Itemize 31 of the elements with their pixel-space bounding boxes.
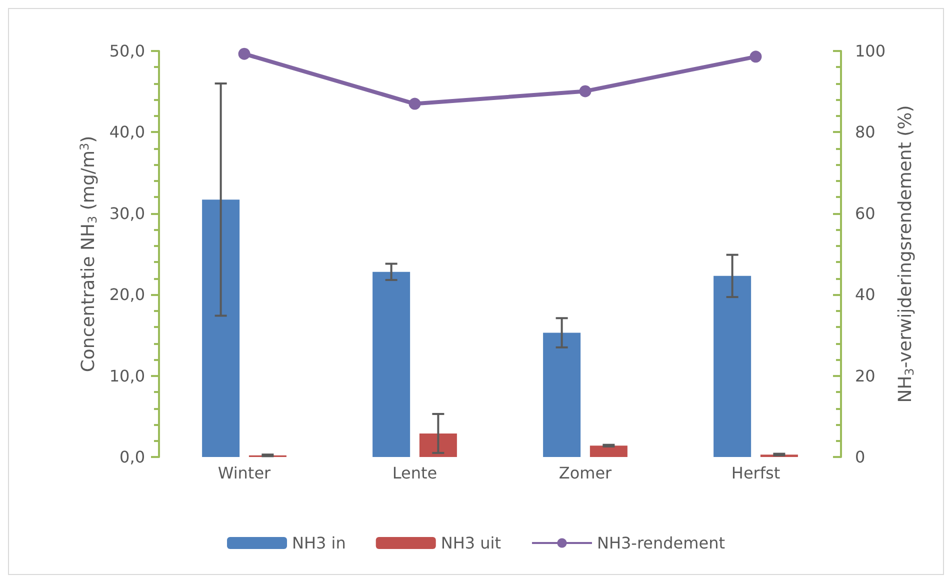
- x-tick-label: Herfst: [731, 464, 780, 482]
- x-tick-label: Winter: [218, 464, 272, 482]
- y-tick-label: 50,0: [109, 42, 145, 60]
- point: [408, 98, 421, 110]
- y-tick-label: 10,0: [109, 366, 145, 386]
- y2-axis-title: NH3-verwijderingsrendement (%): [894, 105, 916, 403]
- y-axis-title: Concentratie NH3 (mg/m3): [77, 136, 100, 372]
- y-tick-label: 20,0: [109, 285, 145, 304]
- bar: [419, 433, 457, 457]
- y2-tick-label: 60: [855, 204, 876, 223]
- x-tick-label: Zomer: [558, 464, 612, 482]
- point: [579, 85, 592, 98]
- bar: [202, 200, 240, 457]
- x-tick-label: Lente: [392, 464, 438, 482]
- y2-tick-label: 20: [855, 366, 876, 386]
- y2-tick-label: 80: [855, 122, 876, 142]
- point: [238, 48, 250, 60]
- y-tick-label: 30,0: [109, 204, 145, 223]
- y-tick-label: 0,0: [120, 448, 145, 466]
- bar: [590, 446, 628, 457]
- legend-label: NH3-rendement: [596, 534, 725, 552]
- bar: [372, 272, 410, 457]
- y2-tick-label: 0: [855, 448, 866, 466]
- legend-label: NH3 uit: [440, 534, 501, 552]
- y2-tick-label: 100: [855, 42, 886, 60]
- legend-label: NH3 in: [292, 534, 346, 552]
- bar: [543, 332, 581, 457]
- point: [750, 50, 762, 63]
- y2-tick-label: 40: [855, 285, 876, 304]
- y-tick-label: 40,0: [109, 122, 145, 142]
- bar: [714, 276, 752, 457]
